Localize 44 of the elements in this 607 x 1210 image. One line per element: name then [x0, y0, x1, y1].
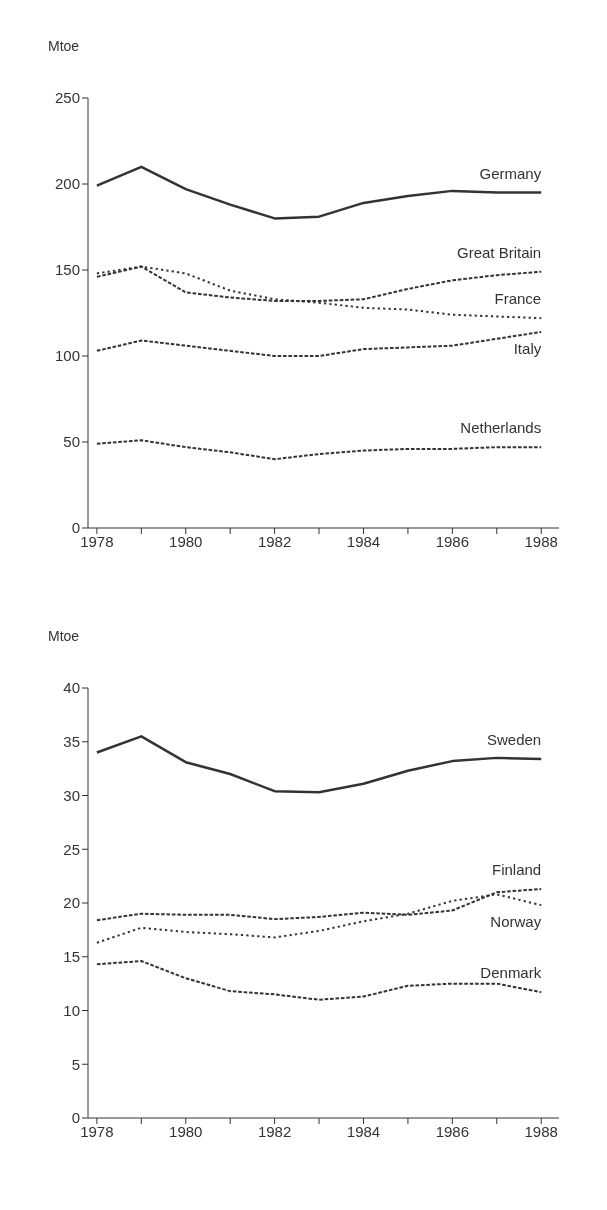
line-series: [95, 330, 543, 357]
line-series: [95, 439, 543, 461]
y-tick-label: 0: [71, 519, 80, 537]
y-tick-label: 15: [63, 948, 80, 966]
line-series: [95, 735, 543, 794]
y-tick-label: 200: [54, 175, 80, 193]
x-tick-label: 1982: [257, 532, 292, 550]
series-label: Denmark: [480, 964, 542, 982]
y-tick-label: 25: [63, 840, 80, 858]
y-tick-label: 50: [63, 433, 80, 451]
y-tick-label: 250: [54, 89, 80, 107]
x-tick-label: 1984: [346, 1122, 381, 1140]
x-tick-label: 1978: [80, 1122, 114, 1140]
y-tick-label: 30: [63, 786, 80, 804]
x-tick-label: 1986: [435, 1122, 470, 1140]
y-tick-label: 40: [63, 679, 80, 697]
series-label: Great Britain: [457, 243, 542, 261]
x-tick-label: 1986: [435, 532, 470, 550]
y-axis-title: Mtoe: [48, 628, 80, 644]
series-label: Italy: [513, 339, 542, 357]
x-tick-label: 1984: [346, 532, 381, 550]
series-label: Norway: [490, 913, 542, 931]
line-series: [95, 960, 543, 1001]
series-label: Netherlands: [460, 419, 542, 437]
series-label: France: [494, 290, 542, 308]
y-tick-label: 35: [63, 733, 80, 751]
x-tick-label: 1988: [524, 532, 558, 550]
y-tick-label: 100: [54, 347, 80, 365]
x-tick-label: 1982: [257, 1122, 292, 1140]
series-label: Sweden: [487, 730, 542, 748]
y-tick-label: 0: [71, 1109, 80, 1127]
y-tick-label: 10: [63, 1001, 80, 1019]
y-tick-label: 150: [54, 261, 80, 279]
x-tick-label: 1980: [169, 1122, 203, 1140]
y-axis-title: Mtoe: [48, 38, 80, 54]
line-series: [95, 165, 543, 220]
y-tick-label: 20: [63, 894, 80, 912]
x-tick-label: 1978: [80, 532, 114, 550]
x-tick-label: 1988: [524, 1122, 558, 1140]
line-series: [95, 265, 543, 320]
x-tick-label: 1980: [169, 532, 203, 550]
y-tick-label: 5: [71, 1055, 80, 1073]
series-label: Finland: [492, 861, 542, 879]
series-label: Germany: [479, 164, 542, 182]
